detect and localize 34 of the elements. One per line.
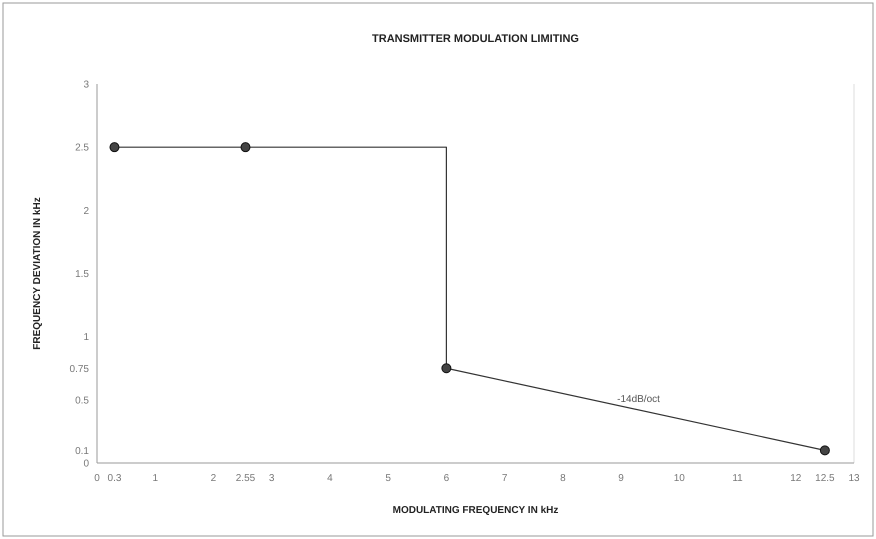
chart-title: TRANSMITTER MODULATION LIMITING [372, 33, 579, 45]
x-tick-label: 2 [210, 473, 217, 484]
x-tick-label: 4 [327, 473, 334, 484]
x-tick-label: 9 [618, 473, 624, 484]
x-tick-label: 12.5 [815, 473, 836, 484]
x-tick-label: 7 [502, 473, 508, 484]
x-tick-label: 8 [560, 473, 566, 484]
x-tick-label: 1 [152, 473, 158, 484]
y-tick-label: 1 [83, 332, 90, 344]
x-tick-label: 11 [732, 473, 744, 484]
y-tick-label: 0.5 [75, 395, 90, 406]
point [240, 142, 250, 152]
x-tick-label: 13 [848, 473, 860, 484]
y-tick-label: 2 [83, 206, 90, 217]
y-tick-label: 0 [83, 458, 90, 470]
point [441, 363, 452, 374]
x-axis-title: MODULATING FREQUENCY IN kHz [392, 505, 558, 516]
y-axis-title: FREQUENCY DEVIATION IN kHz [32, 197, 43, 350]
y-tick-label: 1.5 [75, 269, 90, 280]
x-tick-label: 0.3 [108, 473, 122, 484]
annotation: -14dB/oct [617, 394, 660, 405]
x-tick-label: 3 [268, 473, 275, 484]
point [820, 445, 830, 456]
x-tick-label: 6 [444, 473, 450, 484]
x-tick-label: 10 [674, 473, 686, 484]
y-tick-label: 0.75 [70, 364, 90, 375]
x-tick-label: 0 [94, 473, 100, 484]
x-tick-label: 5 [385, 473, 392, 484]
y-tick-label: 3 [83, 80, 90, 90]
x-tick-label: 2.55 [236, 473, 256, 484]
x-tick-label: 12 [790, 473, 802, 484]
y-tick-label: 0.1 [75, 446, 90, 457]
point [109, 142, 120, 152]
y-tick-label: 2.5 [75, 142, 90, 154]
